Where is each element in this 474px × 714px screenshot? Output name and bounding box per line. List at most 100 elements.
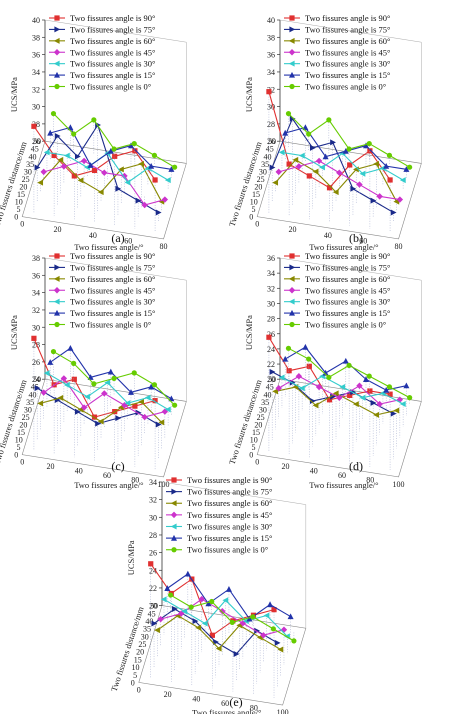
legend-marker (54, 71, 60, 78)
data-point (148, 162, 155, 169)
data-point (229, 619, 235, 625)
legend-marker (54, 83, 60, 90)
data-point (266, 334, 272, 340)
data-point (302, 343, 309, 350)
legend-marker (289, 15, 295, 21)
y-tick-label: 5 (16, 205, 20, 214)
legend-marker (54, 15, 60, 21)
z-tick-label: 32 (149, 496, 157, 505)
y-tick-label: 35 (261, 398, 269, 407)
data-point (215, 645, 222, 652)
legend-marker (288, 49, 296, 56)
data-point (115, 185, 122, 192)
legend-entry: Two fissures angle is 0° (70, 320, 151, 330)
data-point (278, 149, 285, 156)
x-axis-title: Two fissures angle/° (74, 242, 143, 252)
data-point (336, 169, 343, 176)
data-point (399, 177, 406, 184)
data-point (84, 164, 90, 171)
z-axis-title: UCS/MPa (126, 540, 136, 575)
legend-marker (54, 321, 60, 328)
data-point (387, 391, 393, 397)
x-tick-label: 80 (131, 475, 139, 484)
x-axis-title: Two fissures angle/° (74, 480, 143, 490)
legend-marker (289, 83, 295, 90)
data-point (138, 160, 145, 167)
data-point (50, 348, 57, 355)
legend-entry: Two fissures angle is 0° (70, 82, 151, 92)
legend-marker (54, 26, 61, 33)
data-point (403, 382, 410, 389)
z-tick-label: 28 (149, 531, 157, 540)
data-point (164, 585, 171, 591)
y-tick-label: 35 (143, 625, 151, 634)
y-tick-label: 30 (259, 167, 267, 176)
x-tick-label: 60 (359, 236, 367, 245)
y-tick-label: 10 (250, 436, 258, 445)
z-tick-label: 24 (32, 375, 40, 384)
y-tick-label: 40 (263, 152, 271, 161)
z-tick-label: 28 (267, 120, 275, 129)
data-point (77, 177, 84, 184)
data-point (209, 632, 215, 638)
legend-entry: Two fissures angle is 75° (70, 262, 155, 272)
data-point (168, 592, 174, 598)
z-tick-label: 32 (32, 306, 40, 315)
data-point (390, 410, 397, 417)
y-tick-label: 20 (254, 420, 262, 429)
z-tick-label: 32 (32, 85, 40, 94)
legend-marker (288, 287, 296, 294)
legend-entry: Two fissures angle is 45° (70, 47, 155, 57)
series-group (50, 110, 178, 170)
series-line (53, 113, 175, 168)
legend-entry: Two fissures angle is 30° (187, 521, 272, 531)
x-tick-label: 40 (310, 467, 318, 476)
y-tick-label: 20 (136, 648, 144, 657)
y-tick-label: 25 (138, 640, 146, 649)
z-tick-label: 28 (267, 315, 275, 324)
data-point (330, 139, 336, 146)
z-tick-label: 36 (32, 51, 40, 60)
z-tick-label: 20 (267, 375, 275, 384)
data-point (263, 612, 270, 619)
data-point (312, 168, 319, 175)
z-tick-label: 22 (149, 584, 157, 593)
x-tick-label: 40 (75, 467, 83, 476)
legend-entry: Two fissures angle is 45° (70, 285, 155, 295)
legend-marker (289, 253, 295, 259)
data-point (107, 368, 114, 375)
z-tick-label: 36 (267, 254, 275, 263)
data-point (209, 598, 215, 605)
y-tick-label: 5 (133, 671, 137, 680)
data-point (57, 394, 64, 401)
legend-entry: Two fissures angle is 90° (305, 251, 390, 261)
series-group (37, 394, 165, 449)
y-tick-label: 40 (263, 390, 271, 399)
data-point (54, 396, 61, 403)
data-point (152, 177, 158, 183)
data-point (322, 369, 329, 376)
x-tick-label: 60 (124, 236, 132, 245)
series-group (40, 157, 169, 209)
legend-entry: Two fissures angle is 60° (187, 498, 272, 508)
data-point (40, 389, 47, 396)
data-point (57, 156, 64, 163)
y-tick-label: 40 (28, 152, 36, 161)
series-group (278, 149, 406, 189)
legend-marker (53, 37, 60, 44)
data-point (168, 166, 175, 172)
x-tick-label: 40 (324, 231, 332, 240)
legend-entry: Two fissures angle is 30° (305, 297, 390, 307)
x-tick-label: 0 (255, 220, 259, 229)
z-tick-label: 34 (267, 269, 275, 278)
z-tick-label: 30 (267, 299, 275, 308)
data-point (152, 398, 158, 404)
data-point (222, 597, 229, 604)
series-group (151, 606, 281, 687)
panel-label: (c) (111, 459, 124, 473)
series-group (285, 110, 413, 170)
